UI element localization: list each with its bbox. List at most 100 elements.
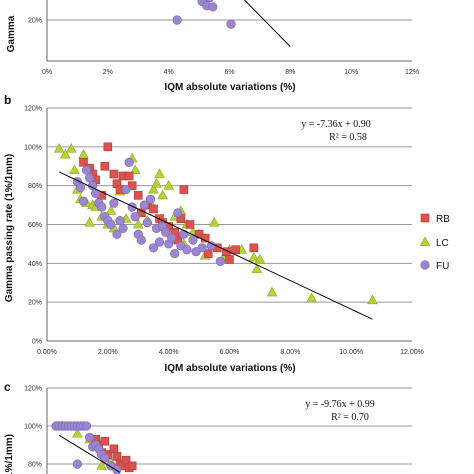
- data-point-lc: [59, 148, 71, 159]
- data-point-fu: [206, 241, 216, 251]
- x-tick-label: 12.00%: [400, 349, 424, 356]
- trend-line: [58, 434, 121, 473]
- data-point-fu: [161, 227, 171, 237]
- panel-label: b: [4, 93, 11, 107]
- data-point-lc: [148, 183, 159, 194]
- y-tick-label: 120%: [24, 106, 42, 113]
- x-tick-label: 0.00%: [37, 349, 57, 356]
- legend-label: FU: [436, 261, 449, 272]
- data-point-fu: [188, 235, 198, 245]
- y-tick-label: 120%: [24, 386, 42, 393]
- data-point-lc: [306, 292, 317, 303]
- data-point-rb: [109, 169, 119, 179]
- data-point-fu: [109, 198, 119, 208]
- data-point-fu: [121, 184, 131, 195]
- r-squared-label: R² = 0.58: [329, 132, 367, 143]
- legend-marker-rb: [420, 213, 430, 223]
- data-point-fu: [81, 165, 92, 175]
- data-point-fu: [170, 249, 180, 259]
- data-point-fu: [84, 432, 95, 443]
- data-point-rb: [200, 233, 210, 243]
- data-point-fu: [215, 256, 225, 266]
- data-point-fu: [115, 216, 125, 226]
- data-point-lc: [251, 263, 263, 274]
- data-point-rb: [112, 452, 122, 461]
- x-tick-label: 0%: [42, 69, 52, 76]
- legend-label: LC: [436, 238, 449, 249]
- y-tick-label: 40%: [28, 261, 42, 268]
- data-point-rb: [103, 142, 113, 152]
- data-point-lc: [248, 251, 260, 262]
- x-tick-label: 2%: [103, 69, 113, 76]
- x-tick-label: 12%: [405, 69, 419, 76]
- data-point-fu: [130, 212, 140, 222]
- data-point-rb: [249, 243, 259, 253]
- data-point-fu: [145, 194, 156, 204]
- data-point-fu: [182, 245, 192, 255]
- data-point-lc: [254, 253, 266, 264]
- data-point-rb: [179, 185, 189, 194]
- data-point-fu: [167, 233, 177, 243]
- x-tick-label: 4%: [164, 69, 174, 76]
- panel-b-scatter: b 0% 20% 40% 60% 80% 100% 120% 0.00% 2.00% 4.00% 6.…: [4, 93, 450, 374]
- data-point-fu: [172, 15, 182, 25]
- data-point-fu: [81, 421, 92, 431]
- data-point-fu: [139, 200, 149, 210]
- data-point-fu: [75, 183, 86, 193]
- data-point-fu: [118, 223, 128, 233]
- y-tick-label: 0%: [32, 339, 42, 346]
- x-tick-label: 6%: [224, 69, 234, 76]
- y-tick-label: 100%: [24, 144, 42, 151]
- data-point-fu: [197, 243, 207, 253]
- y-tick-label: 100%: [24, 424, 42, 431]
- data-point-rb: [109, 444, 119, 454]
- data-point-rb: [100, 161, 110, 171]
- data-point-lc: [53, 143, 65, 153]
- r-squared-label: R² = 0.70: [331, 412, 369, 423]
- trend-line: [243, 0, 291, 48]
- data-point-fu: [208, 2, 218, 12]
- data-point-lc: [208, 216, 220, 227]
- data-point-fu: [106, 219, 116, 230]
- y-tick-label: 20%: [28, 18, 42, 25]
- data-point-fu: [142, 217, 152, 228]
- data-point-rb: [225, 255, 234, 264]
- legend-marker-fu: [420, 260, 430, 270]
- y-axis-title: Gamma passing rate (1%/1mm): [4, 154, 15, 302]
- y-tick-label: 20%: [28, 300, 42, 307]
- data-point-fu: [78, 196, 89, 206]
- trend-line: [58, 171, 373, 320]
- data-point-lc: [84, 216, 95, 227]
- data-point-lc: [367, 294, 378, 305]
- regression-equation: y = -7.36x + 0.90: [301, 119, 371, 130]
- data-point-rb: [185, 220, 195, 229]
- data-point-fu: [127, 202, 137, 212]
- x-axis-title: IQM absolute variations (%): [164, 363, 295, 374]
- y-tick-label: 60%: [28, 222, 42, 229]
- data-point-fu: [72, 459, 83, 469]
- data-point-fu: [112, 229, 122, 239]
- data-point-lc: [163, 180, 174, 190]
- data-point-fu: [173, 208, 183, 218]
- y-axis-title: 1%/1mm): [4, 434, 15, 474]
- data-point-lc: [66, 143, 77, 153]
- data-point-fu: [112, 465, 122, 474]
- data-point-fu: [148, 243, 159, 253]
- data-point-rb: [79, 158, 88, 167]
- data-point-fu: [205, 0, 214, 3]
- data-point-fu: [136, 235, 146, 245]
- x-tick-label: 8%: [285, 69, 295, 76]
- data-point-rb: [203, 249, 213, 258]
- x-tick-label: 10%: [344, 69, 358, 76]
- x-axis-title: IQM absolute variations (%): [164, 82, 295, 93]
- panel-label: c: [4, 380, 11, 394]
- data-point-rb: [149, 204, 158, 214]
- data-point-lc: [129, 164, 141, 175]
- y-tick-label: 80%: [28, 183, 42, 190]
- x-tick-label: 6.00%: [220, 349, 240, 356]
- data-point-rb: [100, 436, 110, 446]
- legend-marker-lc: [419, 236, 431, 246]
- data-point-fu: [226, 19, 236, 29]
- data-point-lc: [154, 168, 165, 178]
- data-point-rb: [124, 171, 134, 181]
